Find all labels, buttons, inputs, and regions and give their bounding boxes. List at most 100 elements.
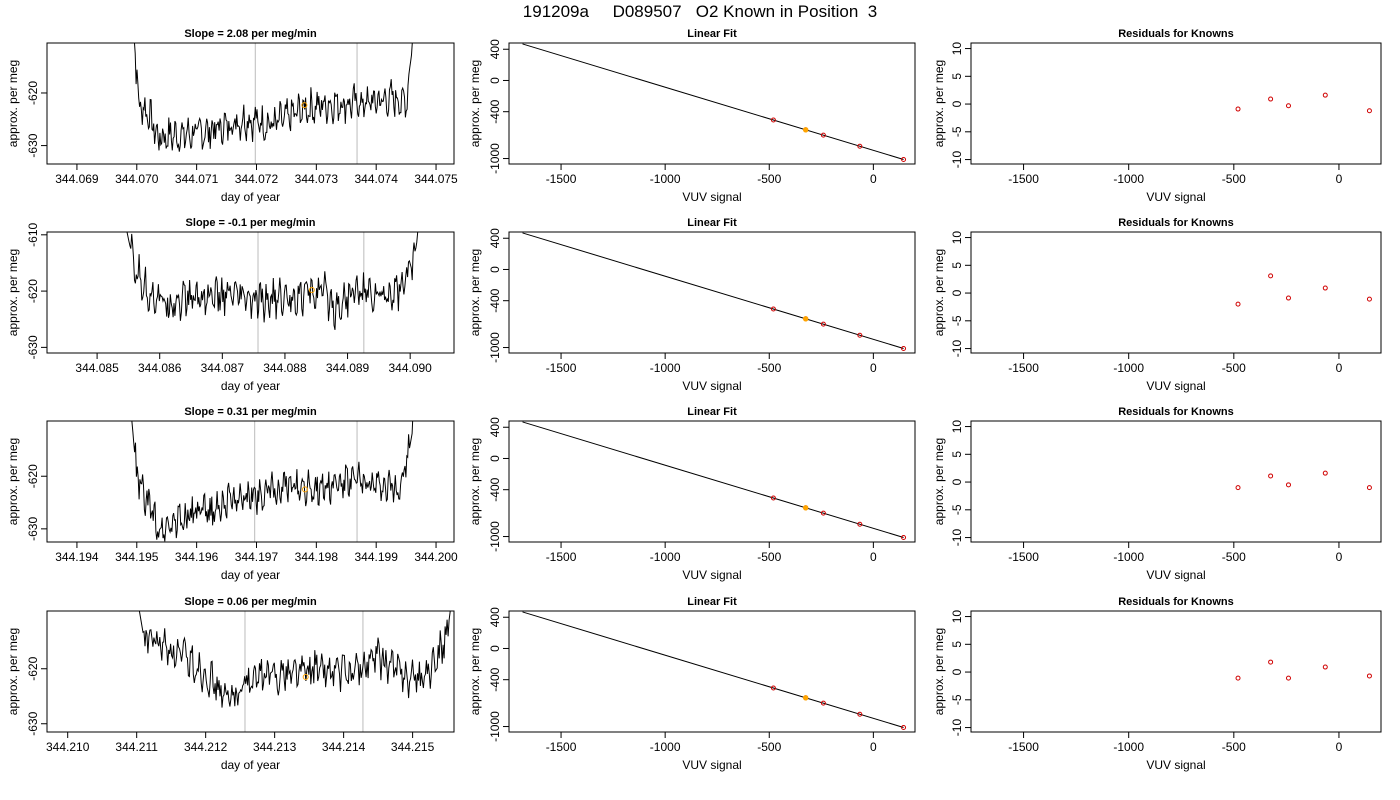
residual-point xyxy=(1285,295,1291,301)
y-tick-label: 5 xyxy=(950,641,964,648)
x-tick-label: 344.073 xyxy=(295,172,339,186)
y-axis-label: approx. per meg xyxy=(6,628,20,715)
x-tick-label: 344.198 xyxy=(295,550,339,564)
residuals-title: Residuals for Knowns xyxy=(1118,596,1234,608)
x-tick-label: 344.196 xyxy=(175,550,219,564)
y-tick-label: -1000 xyxy=(488,332,502,363)
slope-title: Slope = 0.06 per meg/min xyxy=(184,596,317,608)
residual-point xyxy=(1322,664,1328,670)
residual-point xyxy=(1285,482,1291,488)
y-axis-label: approx. per meg xyxy=(468,628,482,715)
y-tick-label: 400 xyxy=(488,228,502,248)
y-tick-label: 10 xyxy=(950,231,964,245)
y-tick-label: 0 xyxy=(488,77,502,84)
x-axis-label: VUV signal xyxy=(1146,758,1205,772)
midpoint-marker xyxy=(802,505,809,511)
y-tick-label: -400 xyxy=(488,288,502,312)
x-tick-label: 0 xyxy=(1336,550,1343,564)
y-tick-label: -630 xyxy=(26,335,40,359)
x-tick-label: -1000 xyxy=(650,740,681,754)
y-tick-label: -10 xyxy=(950,719,964,737)
x-axis-label: day of year xyxy=(221,758,280,772)
y-axis-label: approx. per meg xyxy=(6,438,20,525)
plot-frame xyxy=(508,610,916,733)
known-point xyxy=(901,724,907,730)
x-tick-label: -1000 xyxy=(1113,361,1144,375)
y-tick-label: 0 xyxy=(950,478,964,485)
y-tick-label: 10 xyxy=(950,610,964,624)
x-tick-label: 344.088 xyxy=(263,361,307,375)
y-tick-label: -1000 xyxy=(488,143,502,174)
plot-frame xyxy=(508,231,916,354)
x-axis-label: VUV signal xyxy=(1146,568,1205,582)
y-tick-label: 400 xyxy=(488,417,502,437)
fit-line xyxy=(522,611,904,728)
y-tick-label: -400 xyxy=(488,477,502,501)
slope-title: Slope = 2.08 per meg/min xyxy=(184,28,317,40)
y-tick-label: 0 xyxy=(488,455,502,462)
x-axis-label: VUV signal xyxy=(682,568,741,582)
y-tick-label: 5 xyxy=(950,451,964,458)
x-axis-label: VUV signal xyxy=(682,379,741,393)
residual-point xyxy=(1285,675,1291,681)
x-tick-label: 0 xyxy=(870,172,877,186)
fit-title: Linear Fit xyxy=(687,217,737,229)
y-tick-label: -10 xyxy=(950,340,964,358)
residuals-title: Residuals for Knowns xyxy=(1118,217,1234,229)
y-tick-label: -5 xyxy=(950,315,964,326)
x-tick-label: 0 xyxy=(1336,361,1343,375)
known-point xyxy=(820,700,826,706)
y-tick-label: -620 xyxy=(26,81,40,105)
x-tick-label: -500 xyxy=(757,172,781,186)
x-tick-label: 344.214 xyxy=(322,740,366,754)
y-tick-label: -5 xyxy=(950,504,964,515)
y-tick-label: -5 xyxy=(950,126,964,137)
residual-point xyxy=(1366,108,1372,114)
known-point xyxy=(901,345,907,351)
y-tick-label: -10 xyxy=(950,529,964,547)
y-tick-label: -630 xyxy=(26,517,40,541)
x-tick-label: -500 xyxy=(757,740,781,754)
y-tick-label: -630 xyxy=(26,133,40,157)
midpoint-marker xyxy=(301,102,308,109)
y-axis-label: approx. per meg xyxy=(932,249,946,336)
x-tick-label: 344.075 xyxy=(414,172,458,186)
y-tick-label: 0 xyxy=(488,645,502,652)
plot-frame xyxy=(508,420,916,543)
y-axis-label: approx. per meg xyxy=(932,60,946,147)
fit-title: Linear Fit xyxy=(687,28,737,40)
plot-frame xyxy=(508,42,916,165)
x-axis-label: day of year xyxy=(221,190,280,204)
y-axis-label: approx. per meg xyxy=(6,249,20,336)
x-tick-label: 344.194 xyxy=(55,550,99,564)
x-tick-label: -1500 xyxy=(546,740,577,754)
plot-frame xyxy=(970,420,1382,543)
x-tick-label: -1000 xyxy=(650,172,681,186)
fit-title: Linear Fit xyxy=(687,406,737,418)
y-axis-label: approx. per meg xyxy=(932,628,946,715)
x-tick-label: 344.071 xyxy=(175,172,219,186)
x-tick-label: 344.215 xyxy=(391,740,435,754)
x-tick-label: 0 xyxy=(870,550,877,564)
plot-frame xyxy=(970,231,1382,354)
x-tick-label: -500 xyxy=(757,361,781,375)
residual-point xyxy=(1268,273,1274,279)
y-tick-label: -1000 xyxy=(488,711,502,742)
known-point xyxy=(770,685,776,691)
x-tick-label: 344.200 xyxy=(414,550,458,564)
slope-title: Slope = 0.31 per meg/min xyxy=(184,406,317,418)
y-tick-label: 5 xyxy=(950,73,964,80)
x-tick-label: 344.087 xyxy=(201,361,245,375)
residual-point xyxy=(1235,106,1241,112)
residual-point xyxy=(1268,96,1274,102)
x-tick-label: 344.089 xyxy=(326,361,370,375)
midpoint-marker xyxy=(802,695,809,701)
x-tick-label: -1500 xyxy=(546,361,577,375)
plot-frame xyxy=(970,610,1382,733)
y-tick-label: -400 xyxy=(488,99,502,123)
residual-point xyxy=(1235,675,1241,681)
y-tick-label: -10 xyxy=(950,151,964,169)
x-tick-label: -500 xyxy=(1222,550,1246,564)
midpoint-marker xyxy=(802,316,809,322)
